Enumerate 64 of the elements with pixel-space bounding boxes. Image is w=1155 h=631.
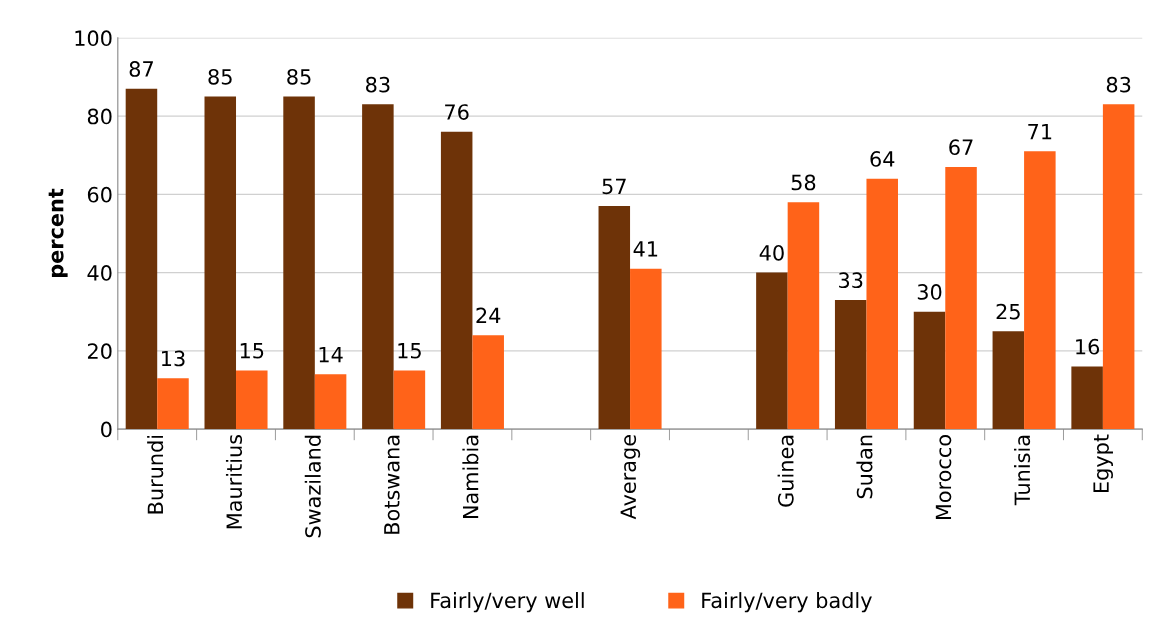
data-label: 41 [633, 241, 658, 257]
x-tick-label: Tunisia [1014, 435, 1031, 506]
data-label: 15 [398, 343, 421, 359]
data-label: 87 [129, 61, 153, 77]
bar [866, 178, 898, 430]
bar [204, 96, 237, 430]
bar [1071, 366, 1103, 430]
legend-label: Fairly/very badly [702, 592, 872, 613]
bar [236, 370, 268, 430]
data-label: 64 [870, 151, 895, 167]
data-label: 24 [476, 307, 501, 324]
x-tick-label: Namibia [462, 435, 479, 519]
x-tick-label: Botswana [384, 435, 400, 534]
bar [472, 335, 504, 430]
bar [1102, 104, 1135, 430]
bar [283, 96, 315, 430]
data-label: 83 [366, 76, 390, 93]
data-label: 25 [996, 303, 1020, 320]
bar [393, 370, 426, 430]
y-axis-title: percent [48, 188, 68, 278]
x-tick-label: Burundi [147, 435, 164, 514]
y-tick-label: 0 [101, 421, 112, 438]
bar [630, 268, 662, 430]
y-tick-label: 20 [87, 343, 112, 360]
x-tick-label: Sudan [856, 435, 873, 499]
data-label: 14 [319, 346, 343, 363]
data-label: 58 [791, 174, 816, 191]
data-label: 71 [1028, 123, 1052, 140]
data-label: 30 [917, 284, 942, 300]
bar [362, 104, 394, 430]
x-tick-label: Morocco [935, 435, 952, 520]
data-label: 33 [839, 272, 863, 289]
x-tick-label: Guinea [777, 435, 794, 507]
bar [440, 131, 473, 430]
bar [1024, 151, 1056, 430]
data-label: 16 [1076, 338, 1100, 355]
data-label: 76 [445, 104, 469, 120]
bar [125, 88, 158, 430]
y-tick-label: 80 [87, 108, 112, 125]
data-label: 57 [602, 178, 626, 195]
bar [834, 299, 867, 430]
data-label: 40 [759, 244, 784, 261]
bar [598, 206, 631, 430]
data-label: 85 [208, 68, 232, 85]
data-label: 67 [949, 139, 973, 156]
x-tick-label: Swaziland [304, 435, 321, 538]
data-label: 83 [1106, 76, 1131, 93]
bar [992, 331, 1025, 430]
data-label: 15 [240, 343, 264, 359]
x-tick-label: Egypt [1093, 434, 1113, 493]
x-tick-label: Mauritius [225, 434, 243, 529]
legend-label: Fairly/very well [431, 592, 584, 613]
bar [756, 272, 788, 430]
data-label: 13 [162, 350, 185, 367]
bar [945, 166, 977, 430]
bar [157, 378, 189, 430]
y-tick-label: 40 [87, 265, 112, 281]
bar [314, 374, 347, 430]
y-tick-label: 60 [87, 186, 112, 203]
data-label: 85 [287, 68, 311, 85]
bar [913, 311, 946, 430]
y-tick-label: 100 [75, 30, 112, 47]
bar [787, 202, 820, 430]
x-tick-label: Average [620, 435, 641, 520]
